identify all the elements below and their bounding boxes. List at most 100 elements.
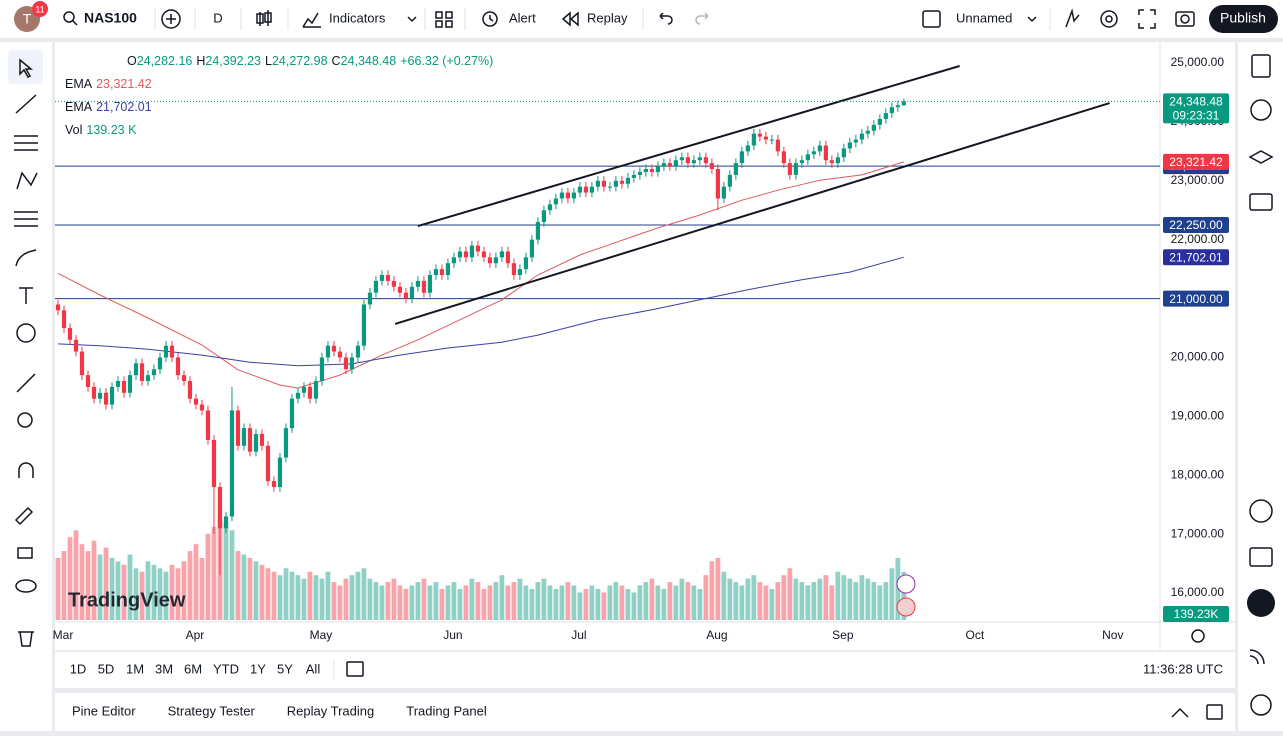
range-button[interactable]: YTD	[213, 661, 239, 676]
text-tool[interactable]	[19, 287, 33, 304]
redo[interactable]	[695, 12, 709, 25]
volume-bar	[325, 571, 331, 620]
search-icon[interactable]	[63, 11, 75, 23]
axis-settings[interactable]	[1191, 629, 1205, 643]
trend-line[interactable]	[417, 65, 960, 228]
replay-icon[interactable]	[561, 11, 579, 27]
cursor-tool[interactable]	[19, 58, 34, 78]
watchlist[interactable]	[1251, 54, 1271, 78]
candle-body	[793, 163, 798, 175]
candle-body	[649, 169, 654, 172]
snapshot[interactable]	[1175, 11, 1195, 27]
interval[interactable]: D	[213, 10, 222, 25]
alerts-panel[interactable]	[1250, 99, 1272, 121]
ema-value: 23,321.42	[96, 77, 152, 91]
chart-type[interactable]	[256, 10, 272, 26]
candle-body	[769, 139, 774, 141]
add-symbol[interactable]	[161, 9, 181, 29]
candle-body	[283, 428, 289, 458]
magnet-tool[interactable]	[18, 462, 34, 478]
remove-tool[interactable]	[18, 631, 34, 647]
hide-tool[interactable]	[15, 579, 37, 593]
stream[interactable]	[1249, 649, 1265, 665]
replay[interactable]: Replay	[587, 10, 628, 25]
candle-body	[415, 280, 421, 287]
data-window[interactable]	[1248, 150, 1274, 164]
candle-body	[445, 263, 451, 276]
screener[interactable]	[1249, 499, 1273, 523]
range-button[interactable]: All	[306, 661, 321, 676]
go-to-date[interactable]	[346, 661, 364, 677]
candle-body	[721, 186, 726, 199]
alert-icon[interactable]	[482, 11, 498, 27]
range-button[interactable]: 1D	[70, 661, 87, 676]
range-button[interactable]: 1Y	[250, 661, 266, 676]
apps[interactable]	[1247, 589, 1275, 617]
trend-line-tool[interactable]	[15, 94, 37, 114]
range-button[interactable]: 3M	[155, 661, 173, 676]
layout-name[interactable]: Unnamed	[956, 10, 1012, 25]
zoom-tool[interactable]	[17, 412, 33, 428]
x-tick-label: Sep	[832, 628, 854, 642]
volume-bar	[139, 571, 145, 620]
trend-line[interactable]	[394, 102, 1110, 325]
range-button[interactable]: 6M	[184, 661, 202, 676]
candle-body	[901, 101, 906, 106]
settings[interactable]	[1100, 10, 1118, 28]
candle-body	[163, 345, 169, 358]
range-button[interactable]: 5D	[98, 661, 115, 676]
help[interactable]	[1250, 694, 1272, 716]
clock: 11:36:28 UTC	[1143, 661, 1223, 676]
panel-tab[interactable]: Replay Trading	[287, 703, 374, 718]
volume-bar	[601, 592, 607, 620]
event-flag[interactable]	[896, 597, 916, 617]
publish-button[interactable]	[1209, 5, 1278, 33]
expand-panel[interactable]	[1171, 707, 1189, 718]
indicators-icon[interactable]	[302, 12, 321, 28]
fullscreen[interactable]	[1138, 9, 1156, 29]
candle-body	[325, 345, 331, 358]
quick-search[interactable]	[1065, 8, 1080, 28]
symbol[interactable]: NAS100	[84, 10, 137, 26]
fib-tool[interactable]	[14, 135, 38, 151]
candle-body	[373, 280, 379, 293]
volume-legend[interactable]: Vol 139.23 K	[65, 119, 493, 142]
panel-tab[interactable]: Pine Editor	[72, 703, 136, 718]
ema-legend[interactable]: EMA 21,702.01	[65, 96, 493, 119]
indicators[interactable]: Indicators	[329, 10, 386, 25]
lock-tool[interactable]	[17, 547, 33, 559]
ohlc-item: O24,282.16	[127, 50, 192, 73]
panel-tab[interactable]: Strategy Tester	[168, 703, 256, 718]
panel-tab[interactable]: Trading Panel	[406, 703, 487, 718]
volume-bar	[775, 582, 781, 620]
volume-bar	[103, 547, 109, 620]
forecast-tool[interactable]	[14, 211, 38, 227]
candle-body	[265, 445, 271, 482]
candle-body	[85, 375, 91, 387]
range-button[interactable]: 5Y	[277, 661, 293, 676]
event-icon[interactable]	[896, 574, 916, 594]
candle-body	[811, 151, 816, 155]
chat[interactable]	[1249, 193, 1273, 211]
layouts[interactable]	[435, 11, 453, 28]
y-tick-label: 17,000.00	[1171, 526, 1225, 540]
stay-drawing[interactable]	[14, 506, 34, 526]
icon-tool[interactable]	[16, 323, 36, 343]
pattern-tool[interactable]	[16, 171, 38, 190]
volume-bar	[397, 585, 403, 620]
range-button[interactable]: 1M	[126, 661, 144, 676]
volume-bar	[175, 568, 181, 620]
layout-icon[interactable]	[922, 10, 941, 28]
candle-body	[547, 204, 553, 211]
calendar[interactable]	[1249, 547, 1273, 567]
candle-body	[853, 139, 858, 143]
maximize-panel[interactable]	[1206, 704, 1223, 720]
brush-tool[interactable]	[15, 249, 37, 267]
ema-legend[interactable]: EMA 23,321.42	[65, 73, 493, 96]
undo[interactable]	[659, 12, 673, 25]
volume-bar	[223, 523, 229, 620]
measure-tool[interactable]	[16, 373, 36, 393]
volume-bar	[577, 592, 583, 620]
alert[interactable]: Alert	[509, 10, 536, 25]
left-toolbar	[0, 42, 52, 731]
